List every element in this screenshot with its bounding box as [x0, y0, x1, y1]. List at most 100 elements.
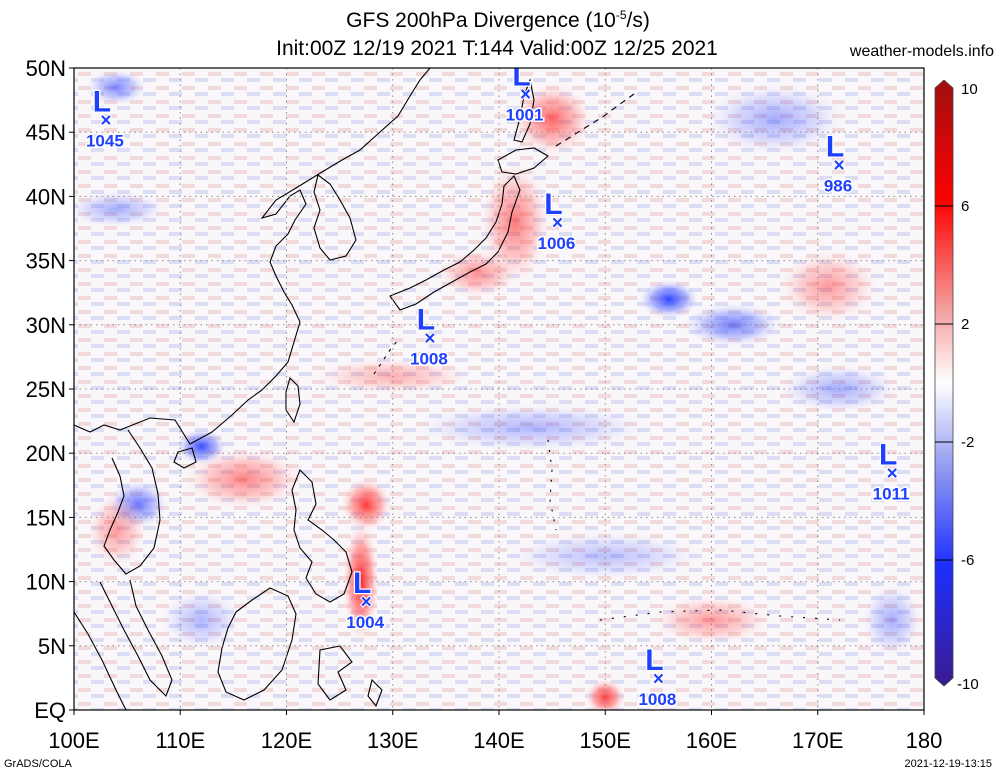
low-letter: L	[417, 304, 435, 337]
colorbar-max-label: 10	[961, 81, 978, 98]
coastlines	[74, 68, 841, 710]
low-letter: L	[544, 188, 562, 221]
divergence-area-4	[584, 677, 627, 710]
chart-subtitle: Init:00Z 12/19 2021 T:144 Valid:00Z 12/2…	[276, 37, 718, 60]
y-tick-label: 15N	[26, 505, 66, 530]
low-letter: L	[645, 644, 663, 677]
convergence-area-7	[403, 401, 659, 454]
low-pressure-value: 1001	[506, 106, 544, 125]
divergence-area-5	[180, 446, 308, 511]
divergence-area-8	[647, 594, 776, 646]
philippines-coast	[291, 469, 353, 603]
footer-credit: GrADS/COLA	[4, 758, 72, 770]
low-letter: L	[93, 85, 111, 118]
x-tick-label: 110E	[155, 728, 205, 753]
hokkaido-coast	[497, 147, 549, 175]
x-tick-label: 120E	[261, 728, 312, 753]
divergence-area-6	[775, 247, 882, 325]
low-letter: L	[879, 438, 897, 471]
halmahera-coast	[367, 678, 383, 708]
divergence-field: L×1045L×1001L×1006L×986L×1008L×1011L×100…	[74, 60, 924, 710]
convergence-area-0	[637, 278, 701, 320]
colorbar-ticks: 6 2 -2 -6	[935, 198, 974, 569]
x-tick-label: 150E	[580, 728, 631, 753]
divergence-area-9	[435, 247, 521, 300]
convergence-area-5	[74, 189, 170, 229]
low-marker-3: L×986	[822, 129, 853, 197]
y-tick-label: 20N	[26, 441, 66, 466]
sulawesi-coast	[317, 645, 353, 701]
low-marker-6: L×1004	[345, 566, 386, 634]
mainland-coast	[74, 68, 431, 445]
x-tick-label: 140E	[473, 728, 524, 753]
x-tick-label: 160E	[686, 728, 737, 753]
y-axis: EQ 5N 10N 15N 20N 25N 30N 35N 40N 45N 50N	[26, 56, 74, 723]
x-tick-label: 130E	[367, 728, 418, 753]
hainan-coast	[173, 447, 197, 469]
colorbar-tick-label: -6	[961, 552, 974, 569]
y-tick-label: EQ	[34, 698, 66, 723]
low-center-cross: ×	[520, 85, 531, 106]
colorbar-strip	[934, 79, 954, 687]
colorbar-min-label: -10	[957, 676, 979, 693]
x-tick-label: 100E	[48, 728, 99, 753]
low-pressure-value: 1008	[638, 690, 676, 709]
malay-coast	[99, 579, 173, 697]
kuril-islands	[555, 93, 635, 147]
y-tick-label: 10N	[26, 570, 66, 595]
y-tick-label: 35N	[26, 249, 66, 274]
y-tick-label: 30N	[26, 313, 66, 338]
y-tick-label: 45N	[26, 120, 66, 145]
low-pressure-value: 1006	[538, 234, 576, 253]
divergence-area-1	[339, 476, 393, 533]
low-pressure-value: 1045	[86, 131, 124, 150]
low-marker-1: L×1001	[504, 60, 545, 126]
low-center-cross: ×	[833, 155, 844, 176]
y-tick-label: 40N	[26, 184, 66, 209]
low-letter: L	[512, 60, 530, 93]
low-center-cross: ×	[424, 329, 435, 350]
low-center-cross: ×	[100, 110, 111, 131]
convergence-area-4	[84, 68, 149, 107]
low-letter: L	[353, 567, 371, 600]
low-marker-4: L×1008	[409, 302, 450, 370]
taiwan-coast	[285, 376, 301, 424]
low-center-cross: ×	[887, 463, 898, 484]
low-pressure-value: 986	[824, 176, 852, 195]
colorbar-tick-label: -2	[961, 434, 974, 451]
low-center-cross: ×	[552, 213, 563, 234]
x-tick-label: 180	[906, 728, 943, 753]
convergence-area-11	[860, 581, 924, 659]
colorbar-tick-label: 6	[961, 198, 969, 215]
footer-timestamp: 2021-12-19-13:15	[904, 758, 992, 770]
sakhalin-coast	[513, 78, 535, 143]
korea-coast	[313, 174, 357, 261]
site-credit: weather-models.info	[849, 43, 994, 60]
low-marker-0: L×1045	[84, 84, 125, 152]
low-marker-2: L×1006	[536, 187, 577, 255]
low-pressure-markers: L×1045L×1001L×1006L×986L×1008L×1011L×100…	[84, 60, 911, 710]
low-pressure-value: 1008	[410, 350, 448, 369]
indochina-coast	[103, 429, 161, 575]
colorbar: 10 -10 6 2 -2 -6	[934, 79, 979, 693]
borneo-coast	[217, 587, 297, 701]
convergence-area-1	[679, 301, 786, 348]
colorbar-tick-label: 2	[961, 316, 969, 333]
y-tick-label: 50N	[26, 56, 66, 81]
low-marker-5: L×1011	[871, 437, 911, 505]
sumatra-coast	[74, 611, 127, 710]
x-tick-label: 170E	[792, 728, 843, 753]
low-pressure-value: 1011	[873, 484, 910, 503]
low-center-cross: ×	[653, 669, 664, 690]
convergence-area-9	[159, 588, 244, 653]
divergence-area-7	[84, 491, 149, 569]
low-marker-7: L×1008	[637, 643, 678, 710]
chart-title: GFS 200hPa Divergence (10-5/s)	[346, 8, 650, 32]
low-center-cross: ×	[361, 592, 372, 613]
japan-coast	[389, 175, 521, 311]
caroline-islands	[599, 609, 841, 621]
low-pressure-value: 1004	[346, 613, 384, 632]
convergence-area-6	[700, 80, 850, 158]
y-tick-label: 5N	[38, 634, 66, 659]
